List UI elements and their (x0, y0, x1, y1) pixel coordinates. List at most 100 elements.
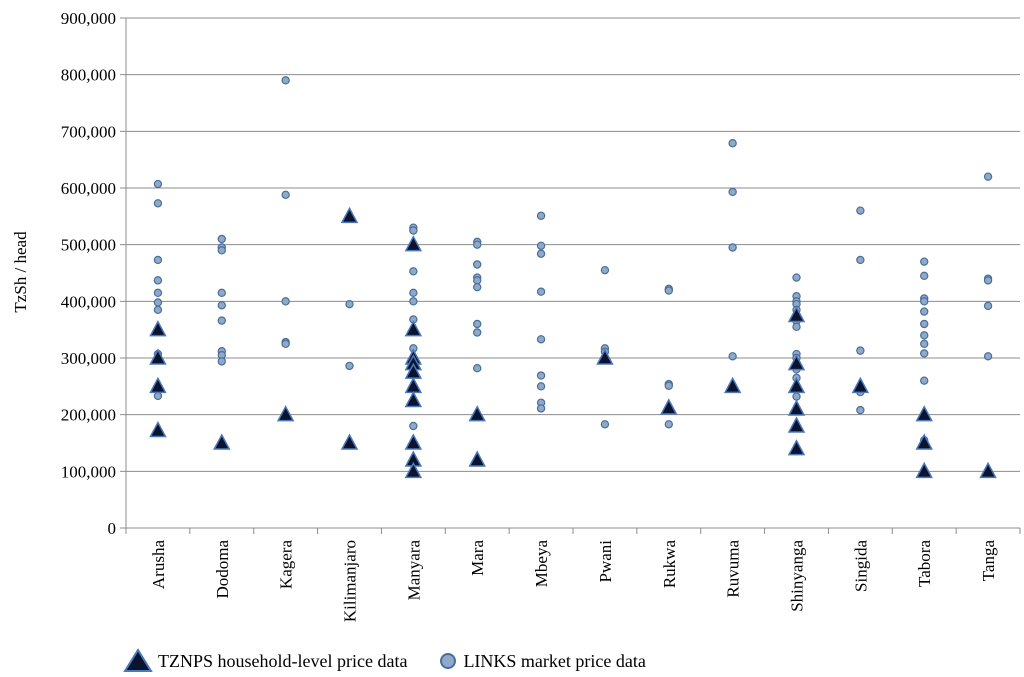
links-point (728, 352, 737, 361)
links-point (728, 187, 737, 197)
links-point (600, 420, 610, 429)
legend-item-tznps: TZNPS household-level price data (122, 648, 407, 674)
tznps-point (723, 376, 742, 394)
tznps-point (915, 461, 933, 479)
y-tick-label: 500,000 (61, 236, 116, 255)
x-tick-label: Kilimanjaro (341, 540, 360, 622)
links-point (536, 249, 546, 258)
links-point (217, 357, 226, 366)
links-point (600, 265, 610, 275)
links-point (983, 301, 993, 311)
links-point (217, 316, 226, 325)
links-point (920, 376, 929, 385)
tznps-point (660, 398, 678, 415)
links-point (920, 319, 929, 329)
links-point (856, 405, 865, 415)
tznps-point (596, 348, 614, 365)
links-point (920, 349, 929, 358)
tznps-point (404, 433, 423, 450)
x-tick-label: Pwani (596, 540, 615, 583)
links-point (473, 328, 482, 337)
links-point (345, 299, 354, 309)
links-point (792, 273, 801, 282)
tznps-point (149, 320, 167, 337)
links-point (920, 257, 929, 266)
y-tick-label: 100,000 (61, 462, 116, 481)
x-tick-label: Tabora (915, 540, 934, 587)
links-point (409, 267, 418, 276)
legend-item-links: LINKS market price data (437, 650, 646, 672)
links-point (345, 361, 354, 371)
links-point (536, 404, 546, 413)
links-point (281, 339, 290, 349)
links-point (920, 331, 929, 340)
links-point (409, 288, 418, 298)
links-point (473, 260, 482, 269)
y-tick-label: 300,000 (61, 349, 116, 368)
links-point (536, 335, 546, 344)
links-point (664, 420, 673, 429)
links-point (409, 297, 418, 306)
links-point (728, 139, 737, 148)
links-point (536, 371, 546, 380)
links-point (536, 287, 546, 296)
links-point (792, 322, 801, 332)
tznps-point (979, 461, 997, 479)
y-tick-labels: 0 100,000 200,000 300,000 400,000 500,000 600,… (61, 9, 116, 538)
links-point (536, 241, 546, 250)
x-tick-label: Mara (468, 540, 487, 576)
links-point (664, 286, 673, 295)
x-tick-label: Arusha (149, 540, 168, 590)
links-point (473, 276, 482, 285)
tznps-point (149, 420, 167, 438)
x-tick-label: Shinyanga (788, 540, 807, 612)
y-axis-label: TzSh / head (11, 231, 30, 313)
y-tick-label: 400,000 (61, 292, 116, 311)
links-point (153, 199, 163, 208)
links-point (281, 76, 290, 85)
tznps-point (213, 433, 231, 450)
links-point (728, 243, 737, 252)
tznps-point (851, 376, 870, 394)
tznps-point (468, 405, 486, 422)
links-point (153, 276, 163, 285)
links-point (217, 234, 226, 244)
y-tick-label: 0 (108, 519, 117, 538)
links-point (536, 382, 546, 391)
tznps-point (787, 305, 806, 323)
y-tick-label: 800,000 (61, 66, 116, 85)
y-tick-label: 900,000 (61, 9, 116, 28)
links-point (153, 255, 163, 265)
links-point (920, 339, 929, 349)
links-point (153, 288, 163, 298)
data-marks (149, 76, 997, 479)
links-point (536, 211, 546, 220)
links-point (920, 297, 929, 306)
tznps-point (149, 376, 167, 394)
tznps-point (915, 405, 933, 422)
links-point (473, 282, 482, 292)
legend-label-tznps: TZNPS household-level price data (158, 650, 408, 671)
links-point (153, 179, 163, 189)
x-tick-label: Ruvuma (724, 540, 743, 598)
x-tick-labels: Arusha Dodoma Kagera Kilimanjaro Manyara Mara… (149, 540, 998, 623)
y-tick-label: 200,000 (61, 406, 116, 425)
gridlines (126, 17, 1020, 472)
links-point (217, 301, 226, 310)
tznps-point (404, 376, 423, 394)
x-tick-label: Tanga (979, 540, 998, 582)
links-point (281, 190, 290, 199)
x-tick-label: Mbeya (532, 540, 551, 588)
links-point (217, 246, 226, 255)
x-tick-label: Rukwa (660, 540, 679, 589)
axes (120, 17, 1021, 534)
tznps-point (404, 461, 423, 479)
links-point (856, 206, 865, 215)
links-point (920, 307, 929, 316)
x-tick-label: Singida (851, 540, 870, 592)
x-tick-label: Dodoma (213, 540, 232, 599)
triangle-marker-icon (123, 648, 153, 672)
tznps-point (787, 354, 806, 371)
legend: TZNPS household-level price data LINKS m… (122, 646, 676, 676)
